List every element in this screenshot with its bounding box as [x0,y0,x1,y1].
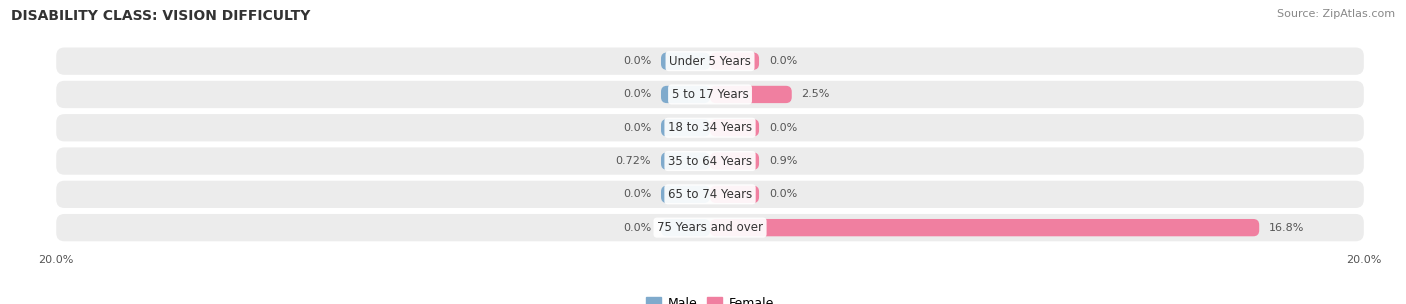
FancyBboxPatch shape [661,53,710,70]
FancyBboxPatch shape [710,86,792,103]
Text: 35 to 64 Years: 35 to 64 Years [668,154,752,168]
FancyBboxPatch shape [710,53,759,70]
Text: 0.0%: 0.0% [623,56,651,66]
FancyBboxPatch shape [661,119,710,136]
FancyBboxPatch shape [661,86,710,103]
Text: 0.0%: 0.0% [623,89,651,99]
Text: 0.0%: 0.0% [623,223,651,233]
Text: 0.0%: 0.0% [769,123,797,133]
FancyBboxPatch shape [661,219,710,236]
Text: 75 Years and over: 75 Years and over [657,221,763,234]
FancyBboxPatch shape [56,114,1364,141]
FancyBboxPatch shape [56,214,1364,241]
FancyBboxPatch shape [661,152,710,170]
Text: 2.5%: 2.5% [801,89,830,99]
Text: Under 5 Years: Under 5 Years [669,55,751,68]
Text: 0.72%: 0.72% [616,156,651,166]
Text: 0.0%: 0.0% [769,56,797,66]
FancyBboxPatch shape [710,219,1260,236]
FancyBboxPatch shape [56,81,1364,108]
FancyBboxPatch shape [56,147,1364,175]
Text: Source: ZipAtlas.com: Source: ZipAtlas.com [1277,9,1395,19]
FancyBboxPatch shape [710,119,759,136]
FancyBboxPatch shape [56,47,1364,75]
Text: 0.0%: 0.0% [769,189,797,199]
FancyBboxPatch shape [56,181,1364,208]
Text: 0.0%: 0.0% [623,189,651,199]
Legend: Male, Female: Male, Female [647,297,773,304]
Text: 16.8%: 16.8% [1270,223,1305,233]
FancyBboxPatch shape [710,152,759,170]
Text: 0.0%: 0.0% [623,123,651,133]
Text: DISABILITY CLASS: VISION DIFFICULTY: DISABILITY CLASS: VISION DIFFICULTY [11,9,311,23]
Text: 65 to 74 Years: 65 to 74 Years [668,188,752,201]
Text: 5 to 17 Years: 5 to 17 Years [672,88,748,101]
Text: 18 to 34 Years: 18 to 34 Years [668,121,752,134]
Text: 0.9%: 0.9% [769,156,797,166]
FancyBboxPatch shape [710,186,759,203]
FancyBboxPatch shape [661,186,710,203]
